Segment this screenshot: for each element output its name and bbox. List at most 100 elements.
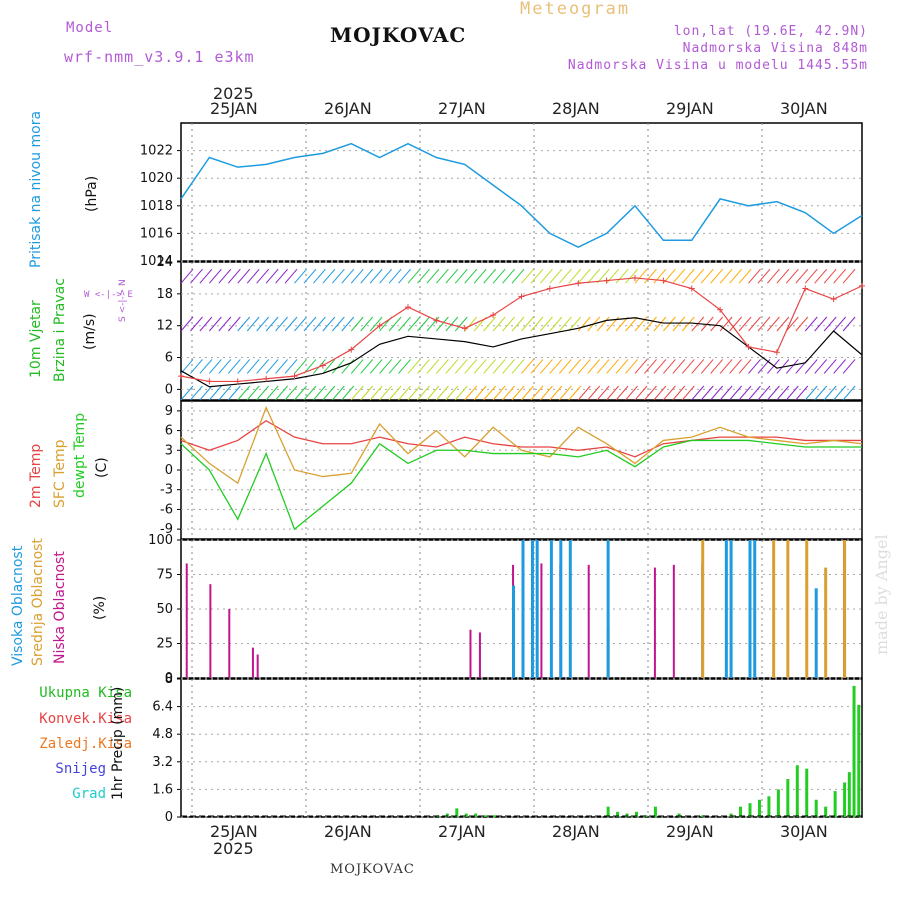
wind-barb bbox=[672, 385, 686, 401]
wind-barb bbox=[785, 268, 799, 284]
wind-barb bbox=[407, 359, 421, 374]
wind-gust-marker bbox=[632, 274, 638, 281]
wind-barb bbox=[625, 385, 638, 401]
wind-compass-horizontal: W <-|-> E bbox=[84, 290, 133, 300]
wind-barb bbox=[417, 359, 430, 374]
wind-barb bbox=[596, 316, 610, 332]
wind-barb bbox=[464, 385, 478, 401]
precip-bar bbox=[852, 685, 856, 817]
wind-barb bbox=[208, 385, 222, 401]
wind-barb bbox=[275, 268, 288, 284]
wind-barb bbox=[549, 268, 563, 284]
legend-zaledj: Zaledj.Kisa bbox=[39, 736, 132, 752]
wind-barb bbox=[729, 316, 742, 332]
wind-barb bbox=[208, 316, 222, 332]
wind-barb bbox=[530, 385, 544, 401]
cloud-bar-niska bbox=[256, 654, 259, 678]
wind-barb bbox=[738, 268, 752, 284]
precip-ytick-label: 1.6 bbox=[152, 782, 173, 797]
precip-bar bbox=[606, 806, 610, 817]
wind-barb bbox=[407, 316, 421, 332]
wind-barb bbox=[672, 359, 686, 374]
wind-gust-marker bbox=[717, 306, 724, 313]
cloud-ytick-label: 50 bbox=[156, 602, 173, 617]
wind-barb bbox=[719, 359, 733, 374]
cloud-bar-visoka bbox=[559, 540, 563, 678]
wind-barb bbox=[767, 316, 780, 332]
wind-barb bbox=[577, 316, 591, 332]
wind-barb bbox=[681, 316, 695, 332]
year-bottom: 2025 bbox=[213, 839, 254, 858]
wind-barb bbox=[190, 359, 203, 374]
wind-barb bbox=[795, 316, 809, 332]
wind-barb bbox=[180, 359, 194, 374]
wind-barb bbox=[842, 268, 856, 284]
wind-barb bbox=[426, 359, 440, 374]
wind-barb bbox=[331, 268, 345, 284]
wind-barb bbox=[379, 268, 393, 284]
cloud-bar-visoka bbox=[568, 540, 572, 678]
wind-barb bbox=[568, 359, 582, 374]
wind-barb bbox=[540, 359, 553, 374]
wind-barb bbox=[587, 268, 601, 284]
cloud-bar-niska bbox=[653, 567, 656, 678]
wind-barb bbox=[454, 268, 468, 284]
wind-barb bbox=[804, 268, 818, 284]
altitude-label: Nadmorska Visina 848m bbox=[682, 41, 868, 56]
precip-bar bbox=[748, 803, 752, 817]
page-title: MOJKOVAC bbox=[330, 23, 467, 47]
wind-gust-marker bbox=[405, 304, 411, 311]
wind-gust-marker bbox=[773, 349, 780, 356]
date-bottom-1: 26JAN bbox=[324, 822, 372, 841]
wind-barb bbox=[341, 359, 355, 374]
wind-barb bbox=[388, 316, 402, 332]
wind-barb bbox=[823, 316, 837, 332]
wind-barb bbox=[246, 268, 260, 284]
temp-ytick-label: -6 bbox=[160, 502, 173, 517]
wind-barb bbox=[577, 359, 591, 374]
cloud-bar-niska bbox=[672, 564, 675, 678]
wind-barb bbox=[445, 385, 459, 401]
pressure-line bbox=[180, 142, 863, 249]
temp-dew-line bbox=[180, 439, 862, 531]
wind-barb bbox=[369, 316, 383, 332]
wind-gust-marker bbox=[518, 293, 525, 300]
wind-barb bbox=[303, 316, 317, 332]
lonlat-label: lon,lat (19.6E, 42.9N) bbox=[673, 24, 868, 39]
wind-barb bbox=[426, 268, 440, 284]
wind-barb bbox=[719, 268, 733, 284]
legend-grad: Grad bbox=[72, 786, 106, 802]
wind-barb bbox=[398, 268, 411, 284]
wind-barb bbox=[748, 359, 761, 374]
wind-barb bbox=[454, 359, 468, 374]
wind-barb bbox=[729, 359, 742, 374]
wind-barb bbox=[587, 385, 601, 401]
wind-barb bbox=[776, 385, 790, 401]
wind-barb bbox=[776, 316, 790, 332]
date-bottom-5: 30JAN bbox=[780, 822, 828, 841]
wind-barb bbox=[833, 268, 847, 284]
cloud-bar-visoka bbox=[606, 540, 610, 678]
wind-barb bbox=[369, 268, 383, 284]
wind-barb bbox=[540, 385, 553, 401]
wind-gust-marker bbox=[688, 285, 695, 292]
wind-barb bbox=[833, 359, 847, 374]
wind-barb bbox=[237, 359, 251, 374]
wind-gust-marker bbox=[830, 296, 837, 303]
wind-barb bbox=[511, 359, 525, 374]
date-top-0: 25JAN bbox=[210, 99, 258, 118]
wind-barb bbox=[331, 316, 345, 332]
meteogram-label: Meteogram bbox=[520, 0, 631, 19]
wind-barb bbox=[700, 359, 714, 374]
temp-ytick-label: 3 bbox=[165, 443, 173, 458]
wind-barb bbox=[473, 359, 487, 374]
wind-gust-marker bbox=[206, 378, 213, 385]
precip-bar bbox=[767, 796, 771, 817]
wind-barb bbox=[568, 385, 582, 401]
precip-bar bbox=[795, 765, 799, 817]
wind-barb bbox=[549, 359, 563, 374]
wind-barb bbox=[719, 385, 733, 401]
wind-barb bbox=[360, 359, 374, 374]
wind-barb bbox=[275, 359, 288, 374]
wind-barb bbox=[483, 385, 497, 401]
